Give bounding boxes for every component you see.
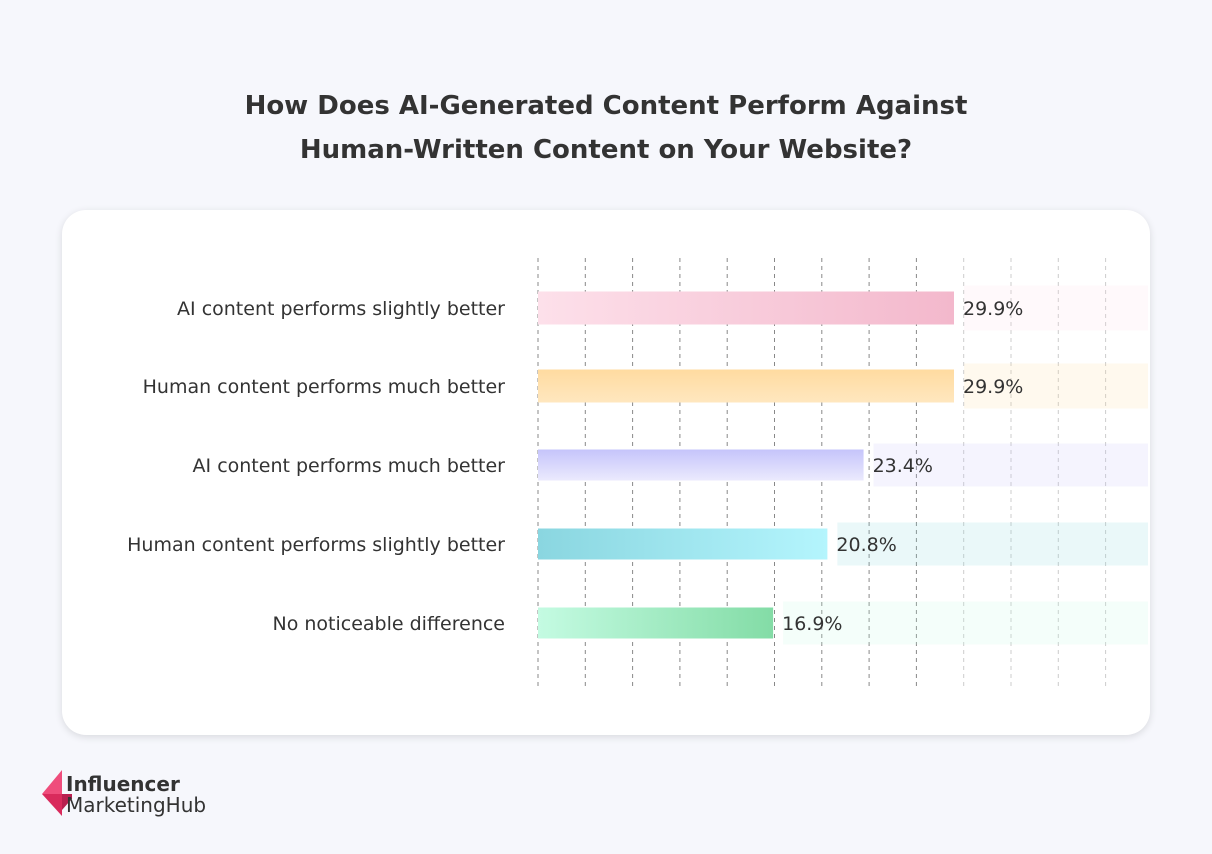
category-label: No noticeable difference [273, 613, 506, 635]
bar-glow [873, 443, 1148, 487]
bar [538, 607, 774, 639]
value-label: 29.9% [963, 376, 1023, 398]
value-label: 23.4% [873, 455, 933, 477]
category-label: Human content performs much better [143, 376, 506, 398]
bar-glow [783, 601, 1148, 645]
chart-title: How Does AI-Generated Content Perform Ag… [0, 84, 1212, 172]
category-label: AI content performs much better [193, 455, 506, 477]
category-label: Human content performs slightly better [127, 534, 505, 556]
brand-name-line2: MarketingHub [66, 793, 207, 817]
bar [538, 528, 828, 560]
brand-name-line1: Influencer [66, 772, 180, 796]
value-label: 20.8% [836, 534, 896, 556]
bar-glow [837, 522, 1148, 566]
title-line-2: Human-Written Content on Your Website? [299, 135, 913, 165]
value-label: 16.9% [782, 613, 842, 635]
bar-glow [964, 285, 1148, 331]
value-label: 29.9% [963, 298, 1023, 320]
bar [538, 449, 864, 481]
bar-glow [964, 363, 1148, 409]
title-line-1: How Does AI-Generated Content Perform Ag… [244, 91, 968, 121]
brand-logo-icon [42, 770, 72, 816]
bar [538, 291, 954, 325]
category-label: AI content performs slightly better [177, 298, 505, 320]
bar [538, 369, 954, 403]
